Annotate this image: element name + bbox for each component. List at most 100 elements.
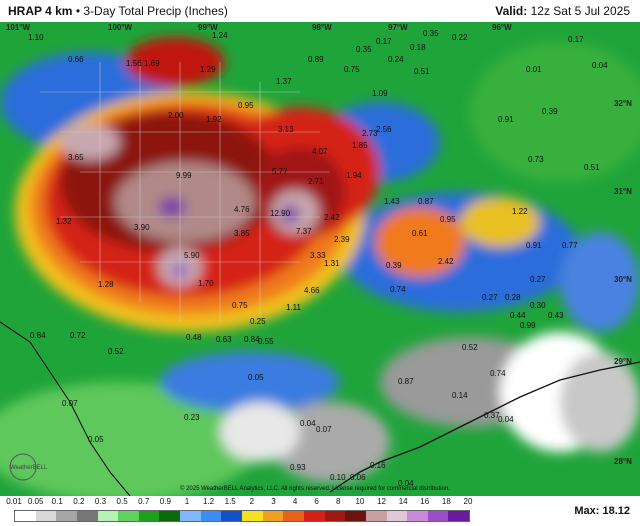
legend-tick-labels: 0.01 0.05 0.1 0.2 0.3 0.5 0.7 0.9 1 1.2 1.5 2 3 4 6 8 10…	[6, 497, 472, 509]
legend-tick: 0.5	[116, 497, 128, 506]
precip-value: 0.74	[490, 369, 506, 378]
grid-label: 99°W	[198, 23, 218, 32]
precip-value: 1.28	[98, 280, 114, 289]
precip-value: 0.35	[423, 29, 439, 38]
precip-value: 1.10	[28, 33, 44, 42]
legend-tick: 0.01	[6, 497, 22, 506]
precip-value: 1.37	[276, 77, 292, 86]
legend-swatch	[427, 511, 449, 521]
precip-value: 0.24	[388, 55, 404, 64]
precip-value: 0.66	[68, 55, 84, 64]
legend-swatch	[407, 511, 428, 521]
precip-value: 1.43	[384, 197, 400, 206]
copyright-notice: © 2025 WeatherBELL Analytics, LLC. All r…	[180, 486, 450, 492]
precip-value: 0.87	[398, 377, 414, 386]
legend-swatch	[283, 511, 304, 521]
legend-tick: 3	[271, 497, 276, 506]
grid-label: 101°W	[6, 23, 31, 32]
precip-value: 2.71	[308, 177, 324, 186]
legend-swatch	[76, 511, 98, 521]
precip-value: 0.87	[418, 197, 434, 206]
precip-value: 3.33	[310, 251, 326, 260]
grid-label: 28°N	[614, 457, 632, 466]
precip-value: 0.17	[376, 37, 392, 46]
grid-label: 29°N	[614, 357, 632, 366]
legend-tick: 0.3	[94, 497, 107, 506]
precip-value: 0.74	[390, 285, 406, 294]
legend-tick: 8	[336, 497, 341, 506]
precip-value: 0.73	[528, 155, 544, 164]
precip-value: 1.22	[512, 207, 528, 216]
precip-value: 0.84	[30, 331, 46, 340]
precip-value: 0.61	[412, 229, 428, 238]
precip-value: 4.07	[312, 147, 328, 156]
legend-tick: 6	[314, 497, 319, 506]
coastline	[329, 361, 640, 493]
precip-value: 1.32	[56, 217, 72, 226]
model-name: HRAP 4 km	[8, 4, 73, 18]
precip-value: 0.77	[562, 241, 578, 250]
precip-value: 0.93	[290, 463, 306, 472]
precip-value: 0.39	[542, 107, 558, 116]
legend-tick: 12	[377, 497, 386, 506]
precip-value: 0.75	[232, 301, 248, 310]
legend-swatch	[118, 511, 139, 521]
precip-value: 1.69	[144, 59, 160, 68]
svg-text:WeatherBELL: WeatherBELL	[10, 465, 48, 471]
precip-value: 0.23	[184, 413, 200, 422]
legend-swatch	[35, 511, 57, 521]
legend-swatch	[159, 511, 181, 521]
legend-swatch	[138, 511, 160, 521]
legend-tick: 2	[249, 497, 255, 506]
legend-tick: 1	[184, 497, 190, 506]
precip-value: 0.51	[414, 67, 430, 76]
precip-value: 0.89	[308, 55, 324, 64]
precip-value: 0.14	[452, 391, 468, 400]
grid-label: 96°W	[492, 23, 512, 32]
precip-value: 0.04	[498, 415, 514, 424]
precip-value: 0.22	[452, 33, 468, 42]
precip-value: 1.94	[346, 171, 362, 180]
precip-value: 3.13	[278, 125, 294, 134]
precip-value: 2.42	[324, 213, 340, 222]
precip-value: 0.17	[568, 35, 584, 44]
precip-value: 1.70	[198, 279, 214, 288]
precip-value: 0.25	[250, 317, 266, 326]
precip-legend: 0.01 0.05 0.1 0.2 0.3 0.5 0.7 0.9 1 1.2 1.5 2 3 4 6 8 10…	[0, 496, 640, 526]
precip-value: 0.52	[462, 343, 478, 352]
precip-value: 2.42	[438, 257, 454, 266]
grid-label: 31°N	[614, 187, 632, 196]
precip-value: 0.28	[505, 293, 521, 302]
precip-value: 0.84	[244, 335, 260, 344]
legend-tick: 1.2	[203, 497, 215, 506]
legend-tick: 0.05	[27, 497, 44, 506]
precip-value: 1.92	[206, 115, 222, 124]
precip-map: 101°W 100°W 99°W 98°W 97°W 96°W 32°N 31°N 30°N 29…	[0, 22, 640, 496]
precip-value: 5.77	[272, 167, 288, 176]
legend-tick: 1.5	[224, 497, 236, 506]
precip-value: 0.16	[370, 461, 386, 470]
max-label-text: Max:	[574, 505, 600, 517]
legend-swatch	[242, 511, 263, 521]
legend-swatch	[262, 511, 284, 521]
precip-value: 0.95	[440, 215, 456, 224]
grid-label: 30°N	[614, 275, 632, 284]
precip-value: 5.90	[184, 251, 200, 260]
precip-value: 0.27	[530, 275, 546, 284]
precip-value: 0.39	[386, 261, 402, 270]
grid-labels: 101°W 100°W 99°W 98°W 97°W 96°W 32°N 31°N 30°N 29…	[6, 23, 632, 466]
precip-value: 2.73	[362, 129, 378, 138]
legend-swatch	[200, 511, 222, 521]
legend-swatch	[303, 511, 325, 521]
valid-value: 12z Sat 5 Jul 2025	[530, 4, 630, 18]
legend-swatch	[97, 511, 119, 521]
precip-value: 0.02	[0, 22, 16, 24]
precip-value: 3.65	[68, 153, 84, 162]
precip-value: 0.91	[526, 241, 542, 250]
precip-value: 0.10	[330, 473, 346, 482]
precip-value: 0.91	[498, 115, 514, 124]
precip-value: 9.99	[176, 171, 192, 180]
precip-value: 0.44	[510, 311, 526, 320]
grid-label: 32°N	[614, 99, 632, 108]
precip-value: 0.18	[410, 43, 426, 52]
